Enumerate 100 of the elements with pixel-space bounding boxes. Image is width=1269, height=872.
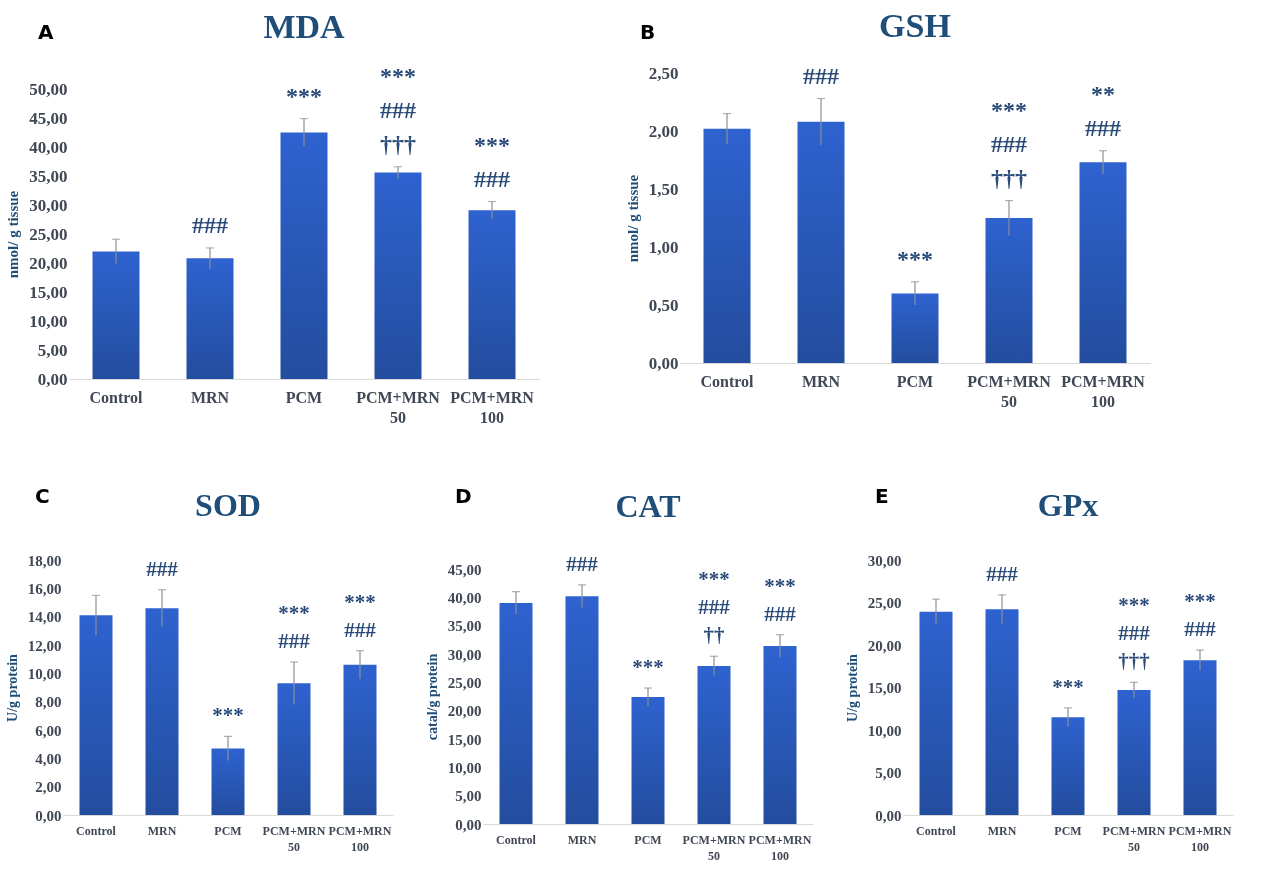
y-tick-label: 0,00 <box>455 816 482 833</box>
x-tick-label: Control <box>700 372 755 390</box>
x-tick-label: MRN <box>567 832 597 847</box>
annotation: *** ### ††† <box>991 96 1027 191</box>
x-tick-label: PCM <box>214 823 242 838</box>
y-tick-label: 5,00 <box>875 765 902 781</box>
x-tick-label: Control <box>76 823 117 838</box>
bar <box>79 615 113 815</box>
x-tick-label: Control <box>496 832 537 847</box>
y-tick-label: 35,00 <box>29 166 68 186</box>
annotation: ### <box>803 62 839 89</box>
y-tick-label: 5,00 <box>455 788 482 805</box>
bar <box>468 210 516 379</box>
bar <box>985 218 1033 363</box>
y-tick-label: 20,00 <box>447 703 482 720</box>
y-axis-title: U/g protein <box>844 653 860 722</box>
y-tick-label: 2,00 <box>648 121 679 141</box>
bar <box>277 683 311 815</box>
y-tick-label: 40,00 <box>447 589 482 606</box>
y-tick-label: 0,50 <box>648 295 679 315</box>
x-tick-label: PCM+MRN 100 <box>748 832 812 863</box>
bar <box>919 611 953 815</box>
y-tick-label: 2,00 <box>35 779 62 796</box>
y-tick-label: 10,00 <box>447 759 482 776</box>
bar <box>211 748 245 815</box>
y-tick-label: 20,00 <box>29 253 68 273</box>
y-tick-label: 30,00 <box>447 646 482 663</box>
annotation: ### <box>146 556 179 581</box>
x-tick-label: PCM+MRN 100 <box>1061 372 1146 410</box>
bar <box>565 596 599 824</box>
chart-title: GSH <box>879 7 951 44</box>
annotation: *** ### ††† <box>380 62 416 157</box>
annotation: *** ### ††† <box>1118 593 1151 674</box>
y-tick-label: 1,50 <box>648 179 679 199</box>
x-tick-label: PCM+MRN 50 <box>967 372 1052 410</box>
annotation: ### <box>566 551 599 576</box>
bar <box>343 664 377 815</box>
y-tick-label: 8,00 <box>35 694 62 711</box>
bar <box>891 293 939 363</box>
bar <box>280 132 328 379</box>
y-tick-label: 12,00 <box>27 637 62 654</box>
x-tick-label: PCM+MRN 50 <box>262 823 326 854</box>
x-tick-label: MRN <box>801 372 841 390</box>
annotation: *** <box>1052 674 1084 699</box>
y-axis-title: U/g protein <box>4 653 20 722</box>
bar <box>92 251 140 379</box>
y-tick-label: 25,00 <box>447 674 482 691</box>
annotation: *** <box>632 655 664 679</box>
x-tick-label: PCM+MRN 50 <box>682 832 746 863</box>
chart-title: MDA <box>263 7 346 45</box>
y-tick-label: 40,00 <box>29 137 68 157</box>
bar <box>1079 162 1127 363</box>
bar <box>186 258 234 379</box>
x-tick-label: PCM <box>285 388 323 406</box>
x-tick-label: PCM+MRN 100 <box>450 388 535 426</box>
annotation: *** <box>897 245 933 272</box>
y-tick-label: 0,00 <box>875 807 902 824</box>
y-tick-label: 6,00 <box>35 722 62 739</box>
y-axis-title: nmol/ g tissue <box>624 174 641 263</box>
x-tick-label: PCM+MRN 100 <box>1168 823 1232 854</box>
y-tick-label: 35,00 <box>447 618 482 635</box>
y-tick-label: 45,00 <box>29 108 68 128</box>
y-tick-label: 0,00 <box>37 369 68 389</box>
y-tick-label: 2,50 <box>648 63 679 83</box>
y-tick-label: 15,00 <box>867 680 902 696</box>
annotation: ** ### <box>1085 80 1121 141</box>
text: E <box>875 484 889 508</box>
x-tick-label: MRN <box>147 823 177 838</box>
x-tick-label: PCM+MRN 50 <box>1102 823 1166 854</box>
y-tick-label: 0,00 <box>648 353 679 373</box>
bar <box>631 697 665 824</box>
bar <box>985 609 1019 815</box>
y-tick-label: 1,00 <box>648 237 679 257</box>
y-tick-label: 18,00 <box>27 552 62 569</box>
y-tick-label: 25,00 <box>29 224 68 244</box>
y-tick-label: 30,00 <box>867 552 902 569</box>
x-tick-label: PCM+MRN 50 <box>356 388 441 426</box>
y-tick-label: 50,00 <box>29 79 68 99</box>
annotation: *** ### †† <box>698 567 731 648</box>
annotation: ### <box>192 211 228 238</box>
y-tick-label: 20,00 <box>867 637 902 654</box>
text: D <box>455 484 472 508</box>
y-tick-label: 16,00 <box>27 580 62 597</box>
bar <box>703 128 751 363</box>
y-tick-label: 15,00 <box>447 731 482 748</box>
annotation: *** ### <box>764 573 797 626</box>
y-tick-label: 4,00 <box>35 750 62 767</box>
x-tick-label: PCM+MRN 100 <box>328 823 392 854</box>
chart-title: CAT <box>615 487 681 524</box>
bar <box>145 608 179 815</box>
annotation: *** <box>212 703 244 728</box>
annotation: *** ### <box>1184 589 1217 642</box>
annotation: *** ### <box>278 601 311 653</box>
y-tick-label: 14,00 <box>27 609 62 626</box>
chart-title: GPx <box>1037 487 1099 523</box>
text: C <box>35 484 50 508</box>
bar <box>763 646 797 824</box>
x-tick-label: PCM <box>1054 823 1082 838</box>
chart-title: SOD <box>195 487 261 523</box>
x-tick-label: PCM <box>634 832 662 847</box>
